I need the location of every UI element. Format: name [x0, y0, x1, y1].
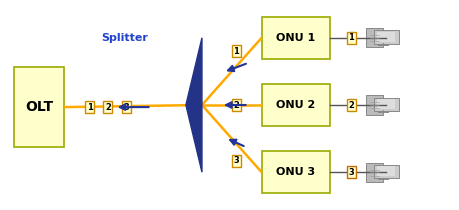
Text: 2: 2 — [348, 101, 354, 109]
Text: OLT: OLT — [25, 100, 53, 114]
Text: Splitter: Splitter — [101, 33, 148, 43]
FancyBboxPatch shape — [377, 167, 395, 176]
FancyBboxPatch shape — [262, 17, 330, 59]
FancyBboxPatch shape — [366, 28, 383, 47]
Text: 3: 3 — [234, 156, 239, 165]
FancyBboxPatch shape — [374, 30, 399, 44]
FancyBboxPatch shape — [366, 163, 383, 182]
FancyBboxPatch shape — [262, 84, 330, 126]
Text: 1: 1 — [348, 33, 354, 42]
Text: 2: 2 — [105, 103, 111, 112]
Polygon shape — [186, 38, 202, 172]
Text: 1: 1 — [87, 103, 92, 112]
FancyBboxPatch shape — [377, 32, 395, 42]
FancyBboxPatch shape — [374, 165, 399, 178]
FancyBboxPatch shape — [374, 98, 399, 111]
Text: 1: 1 — [234, 47, 239, 56]
FancyBboxPatch shape — [262, 151, 330, 193]
FancyBboxPatch shape — [366, 95, 383, 115]
Text: ONU 3: ONU 3 — [276, 167, 316, 177]
FancyBboxPatch shape — [14, 67, 64, 147]
Text: 3: 3 — [123, 103, 129, 112]
Text: 2: 2 — [234, 101, 239, 109]
FancyBboxPatch shape — [377, 99, 395, 109]
Text: 3: 3 — [348, 168, 354, 177]
Text: ONU 2: ONU 2 — [276, 100, 316, 110]
Text: ONU 1: ONU 1 — [276, 33, 316, 43]
